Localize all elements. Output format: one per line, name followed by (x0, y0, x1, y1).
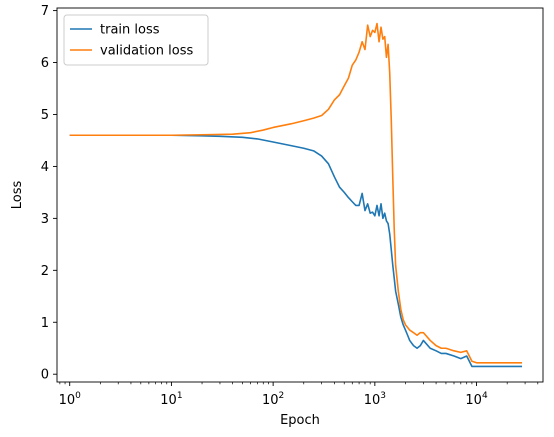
y-axis-ticks: 0 1 2 3 4 5 6 7 (41, 4, 57, 383)
y-axis-label: Loss (10, 181, 25, 210)
legend-label-0: train loss (100, 23, 160, 38)
series-layer (69, 22, 523, 368)
x-axis-label: Epoch (280, 413, 320, 428)
x-tick-label-4: 104 (465, 391, 488, 408)
x-tick-label-1: 101 (160, 391, 182, 408)
y-tick-label-1: 1 (41, 316, 49, 331)
axes-frame (56, 7, 544, 383)
axes-border (56, 7, 544, 383)
series-line-1 (69, 22, 523, 364)
x-tick-label-0: 100 (59, 391, 82, 408)
y-tick-label-4: 4 (41, 160, 49, 175)
y-tick-label-7: 7 (41, 4, 49, 19)
x-tick-label-3: 103 (364, 391, 386, 408)
x-axis-ticks: 100 101 102 103 104 (59, 382, 539, 408)
legend-label-1: validation loss (100, 44, 193, 59)
y-tick-label-6: 6 (41, 56, 49, 71)
legend: train loss validation loss (63, 14, 209, 66)
y-tick-label-3: 3 (41, 212, 49, 227)
x-tick-label-2: 102 (262, 391, 284, 408)
y-tick-label-5: 5 (41, 108, 49, 123)
series-line-0 (69, 134, 523, 368)
y-tick-label-0: 0 (41, 368, 49, 383)
y-tick-label-2: 2 (41, 264, 49, 279)
legend-box (63, 14, 209, 66)
